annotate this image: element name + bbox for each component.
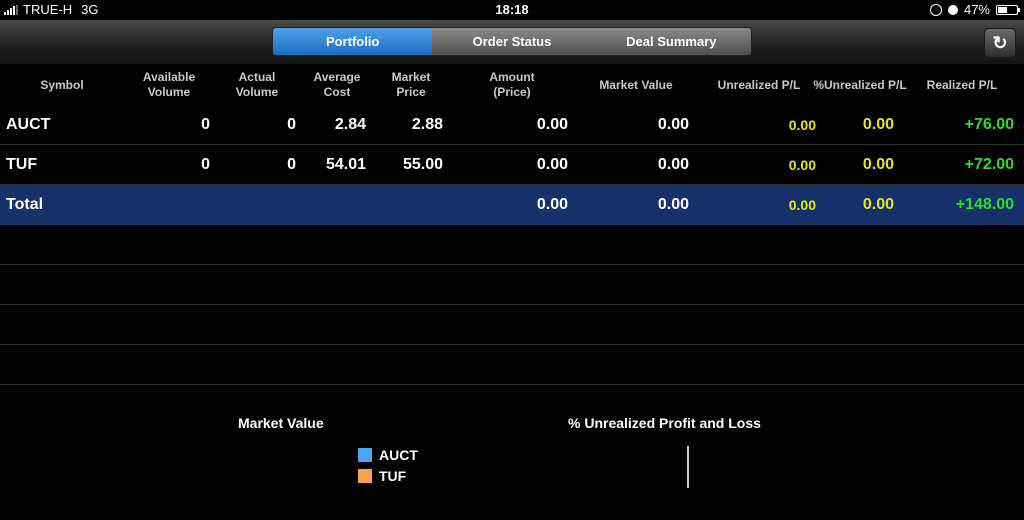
total-pct-unrealized-pl: 0.00 [862, 196, 894, 213]
unrealized-chart-axis [687, 446, 689, 488]
portfolio-table: Symbol Available Volume Actual Volume Av… [0, 65, 1024, 385]
cell-market-price: 2.88 [411, 116, 443, 133]
tab-segmented-control: Portfolio Order Status Deal Summary [272, 27, 752, 56]
market-value-chart-title: Market Value [238, 415, 324, 431]
header-symbol: Symbol [40, 77, 84, 92]
cell-unrealized-pl: 0.00 [788, 117, 816, 133]
header-market-value: Market Value [599, 77, 673, 92]
table-row[interactable]: TUF 0 0 54.01 55.00 0.00 0.00 0.00 0.00 … [0, 145, 1024, 185]
cell-average-cost: 2.84 [334, 116, 366, 133]
cell-realized-pl: +76.00 [964, 116, 1014, 133]
header-unrealized-pl: Unrealized P/L [717, 77, 801, 92]
toolbar: Portfolio Order Status Deal Summary ↻ [0, 20, 1024, 65]
header-average-cost: Average Cost [313, 70, 361, 99]
charts-area: Market Value AUCT TUF % Unrealized Profi… [0, 404, 1024, 520]
status-time: 18:18 [495, 2, 529, 17]
total-unrealized-pl: 0.00 [788, 197, 816, 213]
cell-market-value: 0.00 [657, 116, 689, 133]
refresh-icon: ↻ [992, 32, 1008, 53]
header-realized-pl: Realized P/L [926, 77, 998, 92]
empty-row [0, 305, 1024, 345]
cell-pct-unrealized-pl: 0.00 [862, 156, 894, 173]
empty-row [0, 265, 1024, 305]
total-market-value: 0.00 [657, 196, 689, 213]
header-available-volume: Available Volume [142, 70, 196, 99]
battery-percent: 47% [963, 2, 990, 17]
legend-item: TUF [358, 465, 418, 486]
cell-symbol: TUF [6, 156, 38, 173]
cell-actual-volume: 0 [287, 156, 296, 173]
empty-row [0, 225, 1024, 265]
cell-average-cost: 54.01 [325, 156, 366, 173]
legend-label: TUF [379, 467, 407, 484]
cell-symbol: AUCT [6, 116, 51, 133]
signal-icon [4, 4, 18, 15]
legend-label: AUCT [379, 446, 418, 463]
status-bar: TRUE-H 3G 18:18 47% [0, 0, 1024, 20]
battery-icon [996, 4, 1020, 15]
legend-item: AUCT [358, 444, 418, 465]
header-market-price: Market Price [391, 70, 431, 99]
cell-amount: 0.00 [536, 116, 568, 133]
cell-amount: 0.00 [536, 156, 568, 173]
total-label: Total [6, 196, 44, 213]
tab-portfolio[interactable]: Portfolio [273, 28, 433, 55]
status-left: TRUE-H 3G [4, 2, 98, 17]
legend-swatch [358, 447, 372, 462]
total-realized-pl: +148.00 [955, 196, 1014, 213]
rotation-lock-icon [929, 3, 942, 16]
cell-unrealized-pl: 0.00 [788, 157, 816, 173]
market-value-legend: AUCT TUF [358, 444, 418, 486]
table-header: Symbol Available Volume Actual Volume Av… [0, 65, 1024, 105]
clock-icon [947, 4, 958, 15]
table-row[interactable]: AUCT 0 0 2.84 2.88 0.00 0.00 0.00 0.00 +… [0, 105, 1024, 145]
unrealized-chart-title: % Unrealized Profit and Loss [568, 415, 761, 431]
total-row: Total 0.00 0.00 0.00 0.00 +148.00 [0, 185, 1024, 225]
legend-swatch [358, 468, 372, 483]
cell-actual-volume: 0 [287, 116, 296, 133]
header-amount: Amount (Price) [489, 70, 535, 99]
header-actual-volume: Actual Volume [235, 70, 279, 99]
carrier-label: TRUE-H [23, 2, 73, 17]
cell-pct-unrealized-pl: 0.00 [862, 116, 894, 133]
total-amount: 0.00 [536, 196, 568, 213]
network-label: 3G [81, 2, 99, 17]
cell-market-value: 0.00 [657, 156, 689, 173]
cell-market-price: 55.00 [402, 156, 443, 173]
tab-order-status[interactable]: Order Status [432, 28, 592, 55]
cell-available-volume: 0 [201, 156, 210, 173]
header-pct-unrealized-pl: %Unrealized P/L [813, 77, 907, 92]
empty-row [0, 345, 1024, 385]
status-right: 47% [929, 2, 1020, 17]
cell-realized-pl: +72.00 [964, 156, 1014, 173]
tab-deal-summary[interactable]: Deal Summary [591, 28, 751, 55]
refresh-button[interactable]: ↻ [984, 28, 1016, 58]
cell-available-volume: 0 [201, 116, 210, 133]
